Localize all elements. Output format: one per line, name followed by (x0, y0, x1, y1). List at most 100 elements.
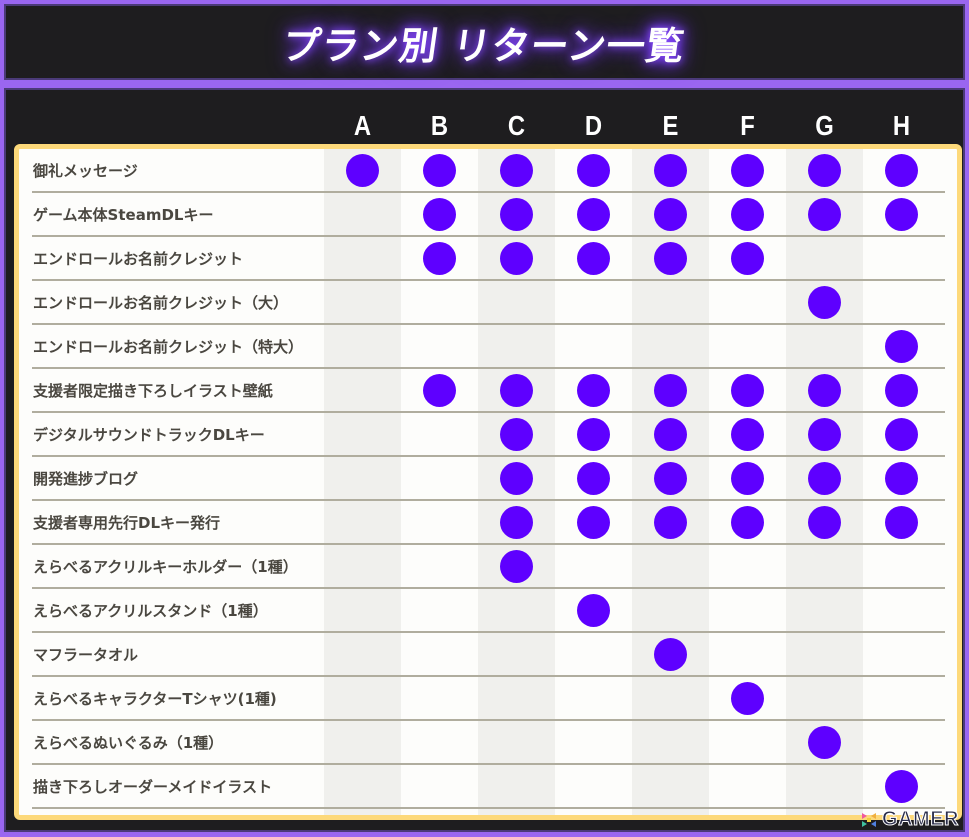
watermark-text: GAMER (882, 808, 959, 831)
included-dot-icon (731, 197, 764, 231)
cell-f (709, 501, 786, 543)
included-dot-icon (808, 725, 841, 759)
included-dot-icon (577, 461, 610, 495)
cell-e (632, 721, 709, 763)
cell-f (709, 193, 786, 235)
cell-g (786, 545, 863, 587)
cell-e (632, 589, 709, 631)
cell-b (401, 193, 478, 235)
included-dot-icon (500, 241, 533, 275)
row-label: エンドロールお名前クレジット（特大） (33, 337, 304, 356)
title-bar: プラン別 リターン一覧 (4, 4, 965, 80)
included-dot-icon (654, 373, 687, 407)
table-row: デジタルサウンドトラックDLキー (32, 413, 945, 457)
cell-b (401, 281, 478, 323)
cell-c (478, 633, 555, 675)
cell-c (478, 545, 555, 587)
included-dot-icon (577, 241, 610, 275)
cell-c (478, 589, 555, 631)
column-header-d: D (584, 110, 603, 141)
included-dot-icon (654, 505, 687, 539)
cell-c (478, 457, 555, 499)
cell-b (401, 457, 478, 499)
included-dot-icon (500, 461, 533, 495)
cell-c (478, 677, 555, 719)
row-label: えらべるアクリルスタンド（1種） (33, 601, 268, 620)
included-dot-icon (423, 241, 456, 275)
included-dot-icon (808, 373, 841, 407)
cell-b (401, 765, 478, 807)
row-label: えらべるアクリルキーホルダー（1種） (33, 557, 298, 576)
cell-c (478, 193, 555, 235)
cell-b (401, 149, 478, 191)
cell-f (709, 633, 786, 675)
table-rows: 御礼メッセージ ゲーム本体SteamDLキー エンドロールお名前クレジット エンドロー… (32, 149, 945, 809)
cell-c (478, 501, 555, 543)
cell-g (786, 589, 863, 631)
cell-c (478, 281, 555, 323)
gamer-logo-icon (859, 810, 879, 830)
cell-d (555, 633, 632, 675)
cell-e (632, 325, 709, 367)
column-header-c: C (507, 110, 526, 141)
column-headers: A B C D E F G H (324, 110, 940, 146)
row-label: デジタルサウンドトラックDLキー (33, 425, 265, 444)
included-dot-icon (577, 197, 610, 231)
cell-a (324, 765, 401, 807)
cell-b (401, 413, 478, 455)
cell-a (324, 677, 401, 719)
included-dot-icon (654, 461, 687, 495)
included-dot-icon (577, 505, 610, 539)
included-dot-icon (500, 153, 533, 187)
cell-f (709, 765, 786, 807)
included-dot-icon (731, 461, 764, 495)
cell-c (478, 721, 555, 763)
included-dot-icon (654, 417, 687, 451)
included-dot-icon (577, 593, 610, 627)
watermark: GAMER (859, 808, 959, 831)
included-dot-icon (885, 769, 918, 803)
cell-d (555, 413, 632, 455)
cell-f (709, 281, 786, 323)
included-dot-icon (500, 373, 533, 407)
cell-e (632, 765, 709, 807)
included-dot-icon (885, 153, 918, 187)
cell-c (478, 149, 555, 191)
cell-d (555, 501, 632, 543)
included-dot-icon (423, 197, 456, 231)
included-dot-icon (731, 417, 764, 451)
cell-d (555, 677, 632, 719)
table-row: エンドロールお名前クレジット（大） (32, 281, 945, 325)
cell-b (401, 237, 478, 279)
table-row: 開発進捗ブログ (32, 457, 945, 501)
row-label: えらべるぬいぐるみ（1種） (33, 733, 224, 752)
cell-d (555, 589, 632, 631)
cell-f (709, 369, 786, 411)
cell-c (478, 765, 555, 807)
column-header-e: E (662, 110, 679, 141)
included-dot-icon (808, 417, 841, 451)
table-row: えらべるキャラクターTシャツ(1種) (32, 677, 945, 721)
shaded-column-a (324, 149, 401, 815)
cell-f (709, 457, 786, 499)
cell-b (401, 369, 478, 411)
row-label: エンドロールお名前クレジット（大） (33, 293, 289, 312)
table-row: えらべるアクリルキーホルダー（1種） (32, 545, 945, 589)
included-dot-icon (500, 197, 533, 231)
cell-h (863, 721, 940, 763)
cell-a (324, 545, 401, 587)
cell-e (632, 369, 709, 411)
row-label: 御礼メッセージ (33, 161, 138, 180)
cell-d (555, 369, 632, 411)
cell-f (709, 325, 786, 367)
included-dot-icon (577, 373, 610, 407)
cell-h (863, 501, 940, 543)
cell-d (555, 325, 632, 367)
cell-h (863, 677, 940, 719)
included-dot-icon (885, 373, 918, 407)
included-dot-icon (654, 637, 687, 671)
cell-g (786, 501, 863, 543)
included-dot-icon (885, 505, 918, 539)
included-dot-icon (577, 417, 610, 451)
included-dot-icon (885, 461, 918, 495)
